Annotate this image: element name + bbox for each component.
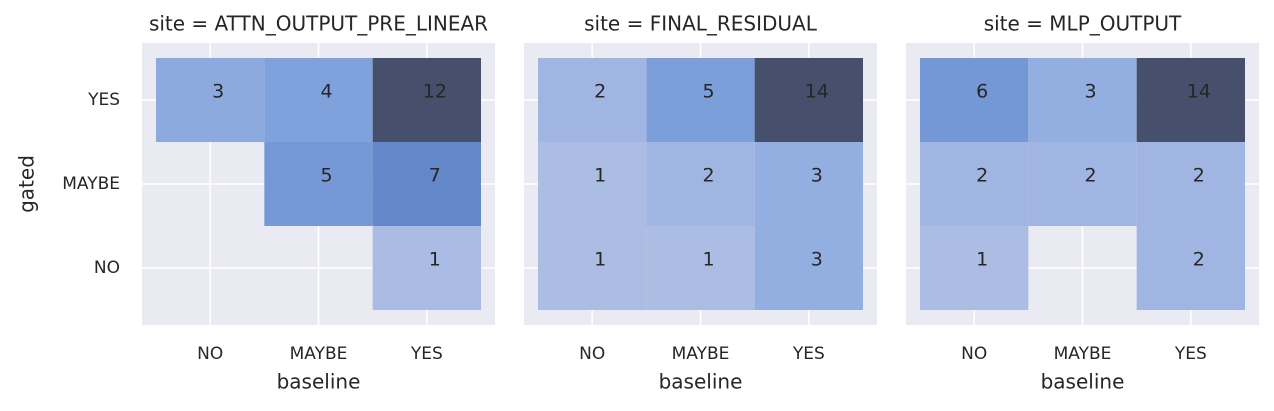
cell-label: 7 [429, 165, 441, 187]
cell-label: 2 [702, 165, 714, 187]
heatmap-cell [754, 226, 863, 310]
cell-label: 14 [1187, 81, 1211, 103]
heatmap-cell [372, 226, 481, 310]
x-tick-label: YES [792, 344, 825, 364]
x-tick-label: MAYBE [290, 344, 348, 364]
heatmap-cell [1136, 226, 1245, 310]
heatmap-cell [920, 58, 1029, 142]
heatmap-cell [920, 142, 1029, 226]
y-axis-label: gated [15, 155, 39, 213]
x-tick-label: YES [410, 344, 443, 364]
x-tick-label: NO [579, 344, 605, 364]
x-tick-label: NO [197, 344, 223, 364]
heatmap-cell [1136, 142, 1245, 226]
cell-label: 2 [594, 81, 606, 103]
cell-label: 2 [1193, 249, 1205, 271]
heatmap-cell [1028, 142, 1137, 226]
heatmap-cell [1028, 58, 1137, 142]
cell-label: 1 [429, 249, 441, 271]
chart-title: site = MLP_OUTPUT [984, 12, 1182, 36]
heatmap-cell [920, 226, 1029, 310]
cell-label: 3 [811, 249, 823, 271]
cell-label: 1 [594, 165, 606, 187]
x-tick-label: MAYBE [1054, 344, 1112, 364]
chart-title: site = FINAL_RESIDUAL [584, 12, 818, 36]
heatmap-cell [264, 58, 373, 142]
cell-label: 1 [976, 249, 988, 271]
chart-title: site = ATTN_OUTPUT_PRE_LINEAR [149, 12, 488, 36]
cell-label: 6 [976, 81, 988, 103]
heatmap-cell [754, 58, 863, 142]
x-tick-label: YES [1174, 344, 1207, 364]
heatmap-cell [372, 142, 481, 226]
cell-label: 1 [702, 249, 714, 271]
y-tick-label: MAYBE [62, 174, 120, 194]
cell-label: 4 [320, 81, 332, 103]
heatmap-cell [264, 142, 373, 226]
cell-label: 5 [320, 165, 332, 187]
heatmap-cell [646, 226, 755, 310]
y-tick-label: YES [87, 90, 120, 110]
cell-label: 5 [702, 81, 714, 103]
x-axis-label: baseline [277, 370, 361, 394]
x-axis-label: baseline [1041, 370, 1125, 394]
heatmap-cell [754, 142, 863, 226]
cell-label: 3 [811, 165, 823, 187]
heatmap-cell [646, 58, 755, 142]
heatmap-cell [156, 58, 265, 142]
cell-label: 1 [594, 249, 606, 271]
cell-label: 2 [1193, 165, 1205, 187]
cell-label: 3 [1084, 81, 1096, 103]
heatmap-cell [538, 142, 647, 226]
cell-label: 14 [805, 81, 829, 103]
heatmap-cell [372, 58, 481, 142]
heatmap-cell [538, 58, 647, 142]
x-tick-label: MAYBE [672, 344, 730, 364]
x-axis-label: baseline [659, 370, 743, 394]
heatmap-cell [646, 142, 755, 226]
x-tick-label: NO [961, 344, 987, 364]
cell-label: 12 [423, 81, 447, 103]
cell-label: 2 [976, 165, 988, 187]
cell-label: 2 [1084, 165, 1096, 187]
heatmap-cell [538, 226, 647, 310]
cell-label: 3 [212, 81, 224, 103]
heatmap-cell [1136, 58, 1245, 142]
y-tick-label: NO [94, 258, 120, 278]
